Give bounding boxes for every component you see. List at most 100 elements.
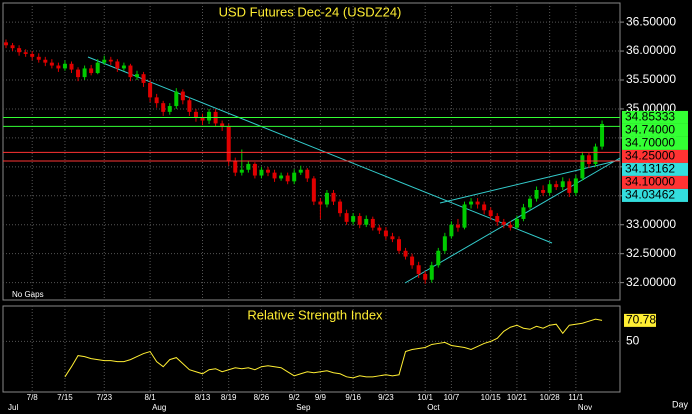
- candle-body: [586, 155, 591, 164]
- candle-body: [311, 178, 316, 202]
- candle-body: [259, 169, 264, 176]
- candle-body: [390, 236, 395, 240]
- candle-body: [141, 74, 146, 83]
- y-tick-label: 33.00000: [626, 217, 676, 231]
- candle-body: [56, 65, 61, 69]
- x-tick-label: 9/9: [315, 393, 327, 402]
- candle-body: [4, 42, 8, 46]
- x-tick-label: 9/23: [378, 393, 394, 402]
- level-label-box: [622, 162, 688, 176]
- x-tick-label: 9/2: [289, 393, 301, 402]
- candle-body: [488, 210, 493, 217]
- candle-body: [154, 97, 159, 104]
- x-tick-label: 10/15: [481, 393, 502, 402]
- candle-body: [17, 48, 22, 53]
- level-label: 34.10000: [625, 175, 675, 189]
- candle-body: [298, 169, 303, 173]
- candle-body: [449, 224, 454, 237]
- candle-body: [180, 91, 185, 101]
- candle-body: [246, 163, 251, 170]
- candle-body: [455, 224, 460, 228]
- candle-body: [416, 265, 421, 274]
- candle-body: [364, 218, 369, 225]
- candle-body: [495, 216, 500, 222]
- level-label: 34.74000: [625, 123, 675, 137]
- y-tick-label: 32.50000: [626, 246, 676, 260]
- candle-body: [207, 111, 212, 121]
- x-tick-label: 7/23: [96, 393, 112, 402]
- x-tick-label: 10/28: [540, 393, 561, 402]
- candle-body: [403, 250, 408, 257]
- level-label: 34.70000: [625, 136, 675, 150]
- candle-body: [462, 204, 467, 228]
- candle-body: [108, 59, 113, 62]
- trend-line: [404, 157, 621, 284]
- candle-body: [501, 221, 506, 225]
- candle-body: [475, 201, 480, 205]
- level-label-box: [622, 149, 688, 163]
- candle-body: [23, 52, 28, 54]
- annotation: No Gaps: [12, 290, 44, 299]
- level-label-box: [622, 188, 688, 202]
- candle-body: [508, 224, 513, 228]
- candle-body: [167, 106, 172, 112]
- candle-body: [593, 146, 598, 164]
- candle-body: [89, 68, 94, 74]
- candle-body: [161, 103, 166, 112]
- level-label: 34.85333: [625, 110, 675, 124]
- level-label-box: [622, 110, 688, 124]
- rsi-label-box: [624, 313, 656, 327]
- candle-body: [272, 172, 277, 179]
- month-label: Aug: [152, 403, 166, 412]
- candle-body: [115, 61, 120, 69]
- candle-body: [573, 178, 578, 193]
- candle-body: [226, 126, 231, 162]
- candle-body: [528, 198, 532, 208]
- candle-body: [534, 190, 539, 199]
- candle-body: [351, 216, 356, 222]
- candle-body: [429, 265, 434, 280]
- candle-body: [220, 123, 225, 127]
- candle-body: [292, 172, 297, 182]
- month-label: Oct: [427, 403, 440, 412]
- x-tick-label: 10/21: [507, 393, 528, 402]
- candle-body: [370, 218, 375, 228]
- candle-body: [318, 201, 323, 205]
- level-label-box: [622, 123, 688, 137]
- candle-body: [233, 161, 238, 173]
- candle-body: [324, 192, 329, 205]
- candle-body: [410, 256, 415, 266]
- candle-body: [357, 216, 362, 225]
- x-axis-label: Day: [672, 399, 689, 409]
- candle-body: [82, 68, 87, 78]
- level-label: 34.13162: [625, 162, 675, 176]
- x-tick-label: 8/26: [254, 393, 270, 402]
- candle-body: [305, 169, 310, 179]
- candle-body: [279, 175, 284, 179]
- trend-line: [87, 56, 553, 244]
- y-tick-label: 36.00000: [626, 43, 676, 57]
- x-tick-label: 9/16: [345, 393, 361, 402]
- candle-body: [174, 91, 179, 107]
- candle-body: [121, 65, 126, 69]
- candle-body: [135, 74, 139, 78]
- candle-body: [62, 63, 67, 69]
- candle-body: [567, 181, 572, 193]
- rsi-line: [64, 318, 603, 379]
- trend-line: [439, 159, 621, 204]
- candle-body: [600, 124, 605, 147]
- candle-body: [397, 239, 401, 251]
- rsi-label: 70.78: [626, 313, 656, 327]
- candle-body: [383, 230, 388, 237]
- candle-body: [469, 201, 474, 205]
- candle-body: [514, 218, 519, 228]
- candle-body: [338, 201, 343, 214]
- candle-body: [193, 111, 198, 118]
- x-tick-label: 8/13: [195, 393, 211, 402]
- candle-body: [580, 155, 585, 179]
- candle-body: [69, 63, 74, 70]
- candle-body: [187, 100, 192, 112]
- candle-body: [541, 190, 546, 193]
- y-tick-label: 35.50000: [626, 72, 676, 86]
- candle-body: [43, 59, 48, 63]
